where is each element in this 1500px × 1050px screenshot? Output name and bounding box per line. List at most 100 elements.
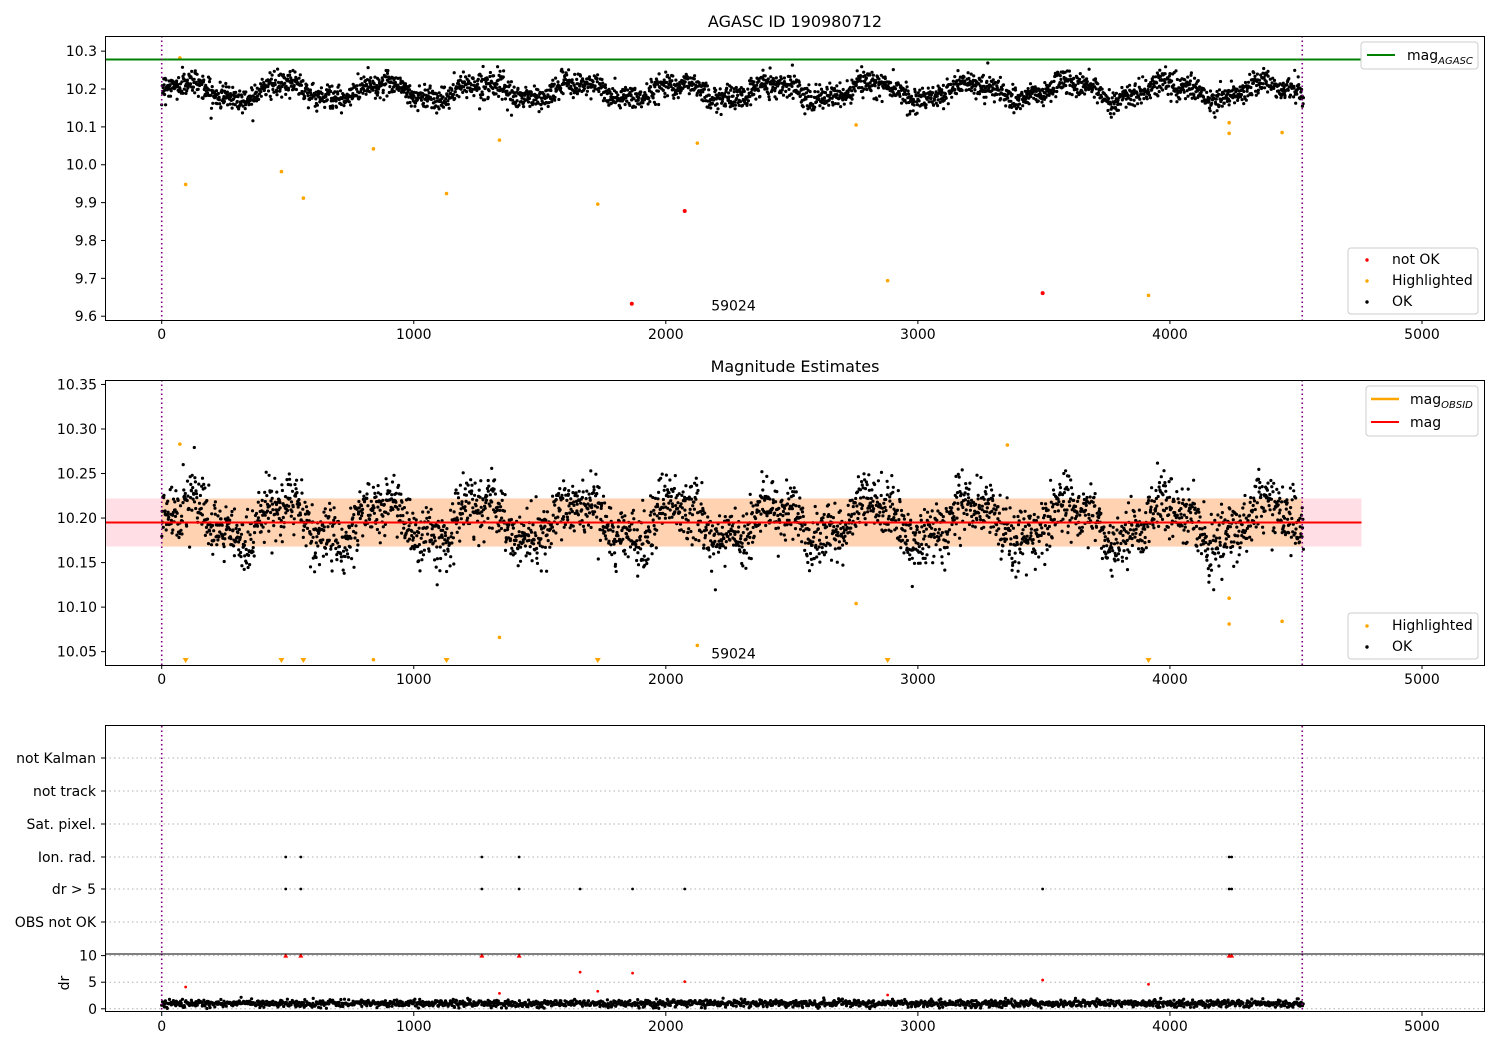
- ok-point: [652, 92, 656, 96]
- ok-point: [817, 538, 822, 542]
- ok-point: [317, 563, 322, 567]
- ok-point: [177, 535, 181, 540]
- ok-point: [321, 554, 325, 558]
- ok-point: [950, 95, 954, 99]
- ok-point: [683, 84, 687, 89]
- ok-point: [828, 81, 832, 85]
- ok-point: [310, 503, 314, 507]
- ok-point: [175, 79, 179, 83]
- ok-point: [623, 102, 627, 107]
- ok-point: [715, 102, 719, 106]
- ok-point: [260, 498, 264, 502]
- ok-point: [442, 524, 446, 528]
- ok-point: [261, 525, 265, 529]
- ok-point: [383, 534, 387, 538]
- ok-point: [193, 91, 197, 95]
- ok-point: [394, 500, 398, 504]
- ok-point: [664, 70, 668, 74]
- ok-point: [707, 93, 711, 97]
- ok-point: [551, 494, 555, 498]
- ok-point: [500, 516, 504, 520]
- ok-point: [668, 478, 672, 482]
- ok-point: [515, 99, 519, 103]
- ok-point: [334, 99, 338, 103]
- ok-point: [946, 102, 950, 106]
- ok-point: [1205, 90, 1209, 94]
- ok-point: [981, 73, 986, 77]
- ok-point: [841, 87, 845, 92]
- ok-point: [311, 81, 315, 85]
- ok-point: [223, 537, 227, 541]
- ok-point: [268, 71, 272, 75]
- ok-point: [408, 84, 412, 88]
- ok-point: [772, 79, 776, 83]
- ok-point: [1126, 93, 1130, 97]
- ok-point: [362, 75, 366, 79]
- ok-point: [818, 560, 822, 564]
- ok-point: [1254, 89, 1258, 93]
- ok-point: [644, 93, 648, 97]
- ok-point: [1156, 94, 1160, 98]
- ok-point: [951, 79, 955, 83]
- ok-point: [193, 476, 197, 480]
- ok-point: [817, 552, 821, 556]
- ok-point: [692, 507, 697, 511]
- ok-point: [650, 552, 654, 556]
- ok-point: [954, 92, 959, 96]
- ok-point: [226, 103, 230, 107]
- ok-point: [416, 96, 420, 100]
- ok-point: [269, 77, 273, 81]
- x-tick-label: 0: [157, 327, 166, 343]
- ok-point: [1175, 77, 1179, 82]
- ok-point: [1148, 96, 1153, 100]
- ok-point: [661, 497, 666, 502]
- ok-point: [361, 507, 365, 511]
- ok-point: [739, 86, 743, 90]
- ok-point: [889, 529, 893, 533]
- ok-point: [599, 93, 603, 97]
- ok-point: [1085, 80, 1089, 84]
- ok-point: [270, 496, 274, 500]
- ok-point: [430, 106, 434, 110]
- ok-point: [849, 526, 853, 530]
- ok-point: [717, 91, 721, 96]
- ok-point: [912, 103, 916, 107]
- ok-point: [879, 493, 883, 498]
- ok-point: [1052, 86, 1056, 91]
- ok-point: [1000, 87, 1004, 91]
- ok-point: [465, 96, 469, 100]
- ok-point: [642, 554, 646, 558]
- ok-point: [323, 546, 328, 550]
- ok-point: [405, 511, 409, 515]
- ok-point: [906, 89, 910, 93]
- ok-point: [815, 555, 819, 559]
- ok-point: [1039, 93, 1043, 98]
- ok-point: [400, 531, 404, 535]
- ok-point: [1163, 72, 1167, 76]
- ok-point: [884, 508, 888, 513]
- ok-point: [1085, 77, 1089, 81]
- ok-point: [648, 513, 652, 517]
- annotation-label: 59024: [711, 299, 756, 315]
- ok-point: [1096, 82, 1100, 86]
- ok-point: [388, 489, 392, 493]
- ok-point: [1138, 97, 1142, 101]
- ok-point: [595, 505, 600, 509]
- ok-point: [1257, 78, 1262, 82]
- ok-point: [501, 89, 505, 93]
- ok-point: [494, 92, 498, 96]
- ok-point: [723, 515, 727, 519]
- ok-point: [449, 555, 453, 559]
- ok-point: [369, 499, 373, 503]
- ok-point: [1222, 101, 1226, 105]
- ok-point: [808, 106, 812, 110]
- ok-point: [797, 80, 801, 84]
- ok-point: [566, 82, 571, 86]
- ok-point: [835, 560, 839, 564]
- ok-point: [182, 87, 186, 91]
- ok-point: [330, 559, 334, 563]
- ok-point: [694, 497, 698, 501]
- ok-point: [705, 84, 710, 88]
- ok-point: [556, 515, 560, 519]
